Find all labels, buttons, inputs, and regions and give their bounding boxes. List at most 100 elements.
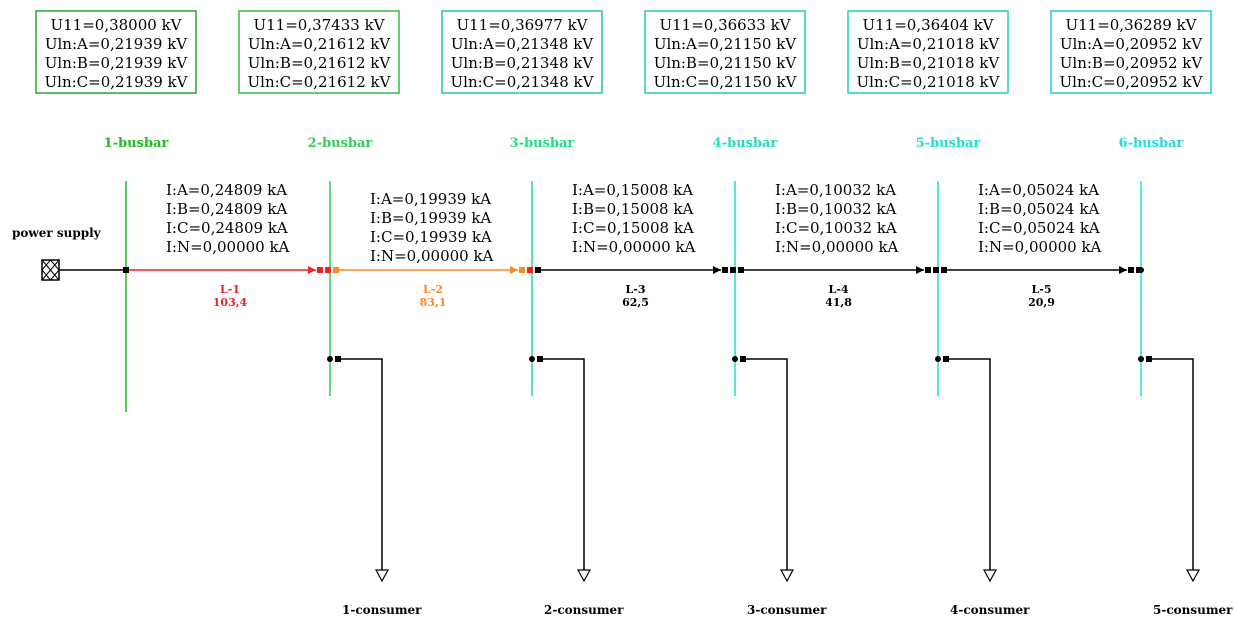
busbar-label-5: 5-busbar [916, 136, 981, 151]
current-value: I:C=0,10032 kA [775, 219, 897, 237]
busbar-label-1: 1-busbar [104, 136, 169, 151]
flow-arrow-icon [916, 266, 924, 274]
feeder-cable [543, 358, 585, 570]
current-value: I:A=0,10032 kA [775, 181, 896, 199]
line-name-label: L-2 [423, 283, 443, 296]
line-value-label: 103,4 [213, 296, 248, 309]
load-triangle-icon [779, 569, 795, 583]
current-value: I:B=0,10032 kA [775, 200, 896, 218]
voltage-value: U11=0,36404 kV [862, 16, 994, 34]
consumer-feeder-2[interactable] [529, 356, 592, 583]
current-value: I:C=0,15008 kA [572, 219, 694, 237]
voltage-value: Uln:B=0,20952 kV [1060, 54, 1204, 72]
voltage-value: Uln:A=0,21348 kV [451, 35, 594, 53]
line-name-label: L-1 [220, 283, 240, 296]
line-value-label: 83,1 [420, 296, 447, 309]
voltage-value: U11=0,36633 kV [659, 16, 791, 34]
current-value: I:C=0,05024 kA [978, 219, 1100, 237]
voltage-box-frame [847, 10, 1009, 94]
voltage-value: Uln:C=0,21612 kV [248, 73, 392, 91]
current-block-1: I:A=0,24809 kAI:B=0,24809 kAI:C=0,24809 … [166, 181, 290, 256]
feeder-node [335, 356, 341, 362]
flow-arrow-icon [510, 266, 518, 274]
consumer-label-4: 4-consumer [950, 603, 1030, 617]
current-block-5: I:A=0,05024 kAI:B=0,05024 kAI:C=0,05024 … [978, 181, 1102, 256]
voltage-value: Uln:C=0,20952 kV [1060, 73, 1204, 91]
feeder-cable [746, 358, 788, 570]
line-end-node [722, 267, 728, 273]
current-value: I:A=0,19939 kA [370, 190, 491, 208]
line-4[interactable] [738, 266, 947, 274]
voltage-value: Uln:C=0,21150 kV [654, 73, 798, 91]
voltage-value: Uln:B=0,21018 kV [857, 54, 1001, 72]
feeder-tap-node [1138, 356, 1144, 362]
feeder-node [740, 356, 746, 362]
current-value: I:B=0,24809 kA [166, 200, 287, 218]
busbar-label-2: 2-busbar [308, 136, 373, 151]
consumer-label-2: 2-consumer [544, 603, 624, 617]
voltage-box-frame [644, 10, 806, 94]
feeder-tap-node [327, 356, 333, 362]
current-value: I:N=0,00000 kA [775, 238, 899, 256]
feeder-tap-node [529, 356, 535, 362]
line-name-label: L-4 [829, 283, 849, 296]
consumer-feeder-4[interactable] [935, 356, 998, 583]
feeder-cable [1152, 358, 1194, 570]
consumer-feeder-3[interactable] [732, 356, 795, 583]
voltage-value: Uln:B=0,21348 kV [451, 54, 595, 72]
current-value: I:A=0,05024 kA [978, 181, 1099, 199]
current-value: I:N=0,00000 kA [978, 238, 1102, 256]
current-block-4: I:A=0,10032 kAI:B=0,10032 kAI:C=0,10032 … [775, 181, 899, 256]
voltage-value: Uln:A=0,21150 kV [654, 35, 797, 53]
voltage-value: U11=0,37433 kV [253, 16, 385, 34]
feeder-node [537, 356, 543, 362]
line-5[interactable] [941, 266, 1144, 274]
voltage-value: Uln:C=0,21018 kV [857, 73, 1001, 91]
consumer-label-5: 5-consumer [1153, 603, 1233, 617]
consumer-feeder-5[interactable] [1138, 356, 1201, 583]
current-value: I:A=0,24809 kA [166, 181, 287, 199]
current-value: I:N=0,00000 kA [370, 247, 494, 265]
current-block-3: I:A=0,15008 kAI:B=0,15008 kAI:C=0,15008 … [572, 181, 696, 256]
power-supply-label: power supply [12, 226, 102, 240]
flow-arrow-icon [713, 266, 721, 274]
line-1[interactable] [129, 266, 339, 274]
line-end-node [519, 267, 525, 273]
voltage-value: Uln:A=0,21612 kV [248, 35, 391, 53]
line-name-label: L-3 [626, 283, 646, 296]
line-3[interactable] [535, 266, 744, 274]
load-triangle-icon [1185, 569, 1201, 583]
line-2[interactable] [333, 266, 541, 274]
consumer-label-3: 3-consumer [747, 603, 827, 617]
voltage-box-frame [1050, 10, 1212, 94]
line-end-node [925, 267, 931, 273]
voltage-value: Uln:A=0,20952 kV [1060, 35, 1203, 53]
load-triangle-icon [374, 569, 390, 583]
line-value-label: 62,5 [622, 296, 649, 309]
feeder-tap-node [732, 356, 738, 362]
feeder-node [943, 356, 949, 362]
voltage-value: Uln:B=0,21939 kV [45, 54, 189, 72]
feeder-cable [949, 358, 991, 570]
consumer-feeder-1[interactable] [327, 356, 390, 583]
voltage-value: Uln:A=0,21018 kV [857, 35, 1000, 53]
load-triangle-icon [576, 569, 592, 583]
line-end-node [1128, 267, 1134, 273]
feeder-cable [341, 358, 383, 570]
bus-node [325, 267, 331, 273]
voltage-value: U11=0,36289 kV [1065, 16, 1197, 34]
voltage-value: U11=0,38000 kV [50, 16, 182, 34]
bus-end-node [1138, 267, 1144, 273]
current-value: I:N=0,00000 kA [166, 238, 290, 256]
flow-arrow-icon [308, 266, 316, 274]
power-supply-icon[interactable] [41, 259, 60, 281]
bus-node [527, 267, 533, 273]
voltage-value: Uln:C=0,21939 kV [45, 73, 189, 91]
voltage-box-frame [238, 10, 400, 94]
voltage-value: U11=0,36977 kV [456, 16, 588, 34]
bus-node [730, 267, 736, 273]
